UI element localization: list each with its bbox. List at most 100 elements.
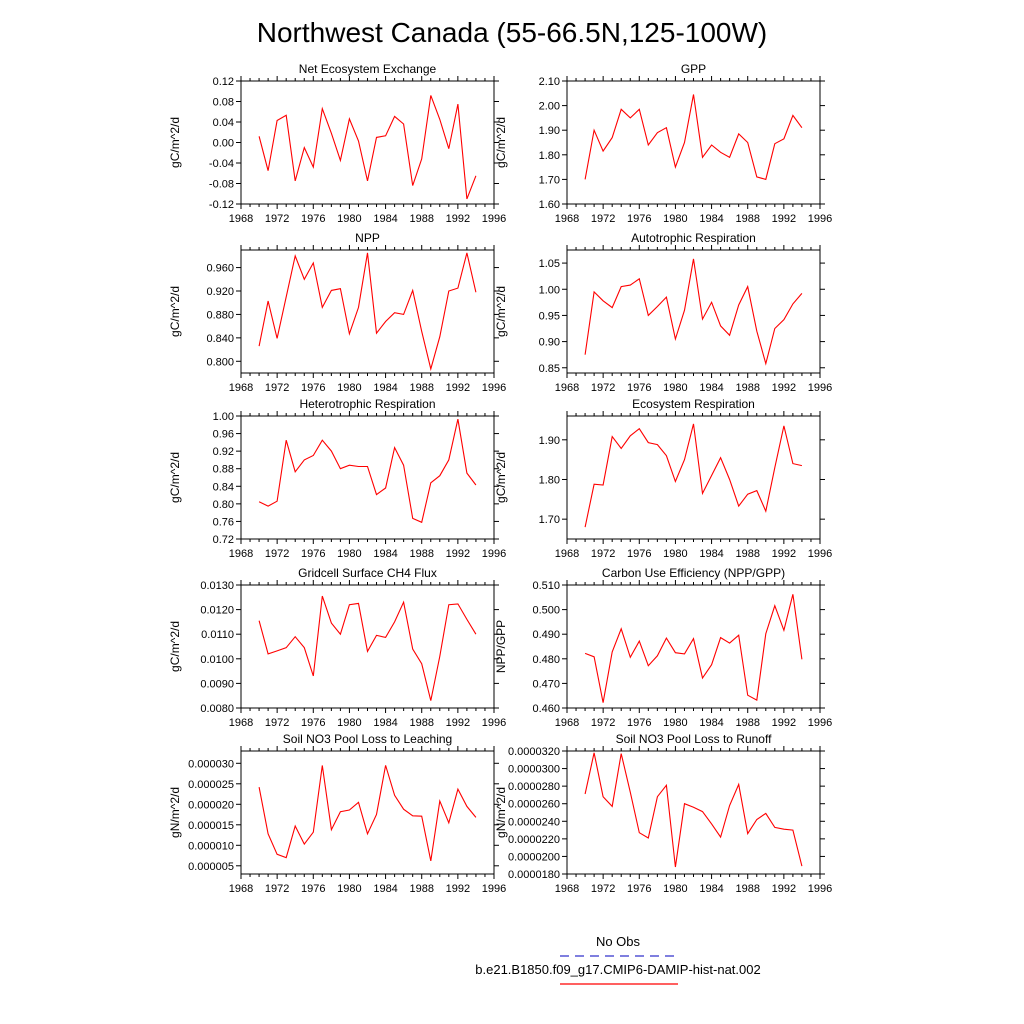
x-tick-label: 1968	[555, 548, 579, 560]
y-tick-label: 2.00	[539, 101, 560, 113]
plot-frame	[240, 249, 495, 374]
y-tick-label: 0.460	[532, 703, 560, 715]
x-tick-label: 1980	[663, 382, 687, 394]
x-tick-label: 1984	[373, 717, 397, 729]
y-tick-label: 0.0120	[200, 605, 234, 617]
y-tick-label: 0.0110	[201, 629, 234, 641]
x-tick-label: 1968	[555, 717, 579, 729]
x-tick-label: 1996	[808, 883, 832, 895]
x-tick-label: 1976	[301, 883, 325, 895]
chart-panel: Net Ecosystem Exchange 1968 1972 1976 1980 19…	[168, 62, 506, 225]
x-tick-label: 1980	[663, 548, 687, 560]
x-tick-label: 1980	[337, 213, 361, 225]
x-tick-label: 1984	[699, 548, 723, 560]
y-tick-label: 0.000020	[188, 799, 234, 811]
y-tick-label: 2.10	[539, 76, 560, 88]
y-tick-label: 0.500	[532, 605, 560, 617]
chart-panel: Ecosystem Respiration 1968 1972 1976 1980 198…	[494, 397, 832, 560]
y-tick-label: 0.72	[213, 534, 234, 546]
x-tick-label: 1996	[482, 883, 506, 895]
y-tick-label: 1.90	[539, 125, 560, 137]
y-tick-label: 1.90	[539, 435, 560, 447]
y-axis-label: gC/m^2/d	[168, 286, 182, 337]
chart-panel: Heterotrophic Respiration 1968 1972 1976 198…	[168, 397, 506, 560]
y-tick-label: 0.96	[213, 429, 234, 441]
y-tick-label: 0.960	[206, 263, 234, 275]
x-tick-label: 1976	[301, 382, 325, 394]
y-tick-label: 0.84	[213, 481, 234, 493]
y-axis-label: gN/m^2/d	[168, 787, 182, 838]
x-tick-label: 1988	[735, 717, 759, 729]
x-tick-label: 1996	[482, 213, 506, 225]
y-tick-label: 0.12	[213, 76, 234, 88]
x-tick-label: 1968	[229, 717, 253, 729]
x-tick-label: 1992	[446, 883, 470, 895]
y-axis-label: NPP/GPP	[494, 620, 508, 673]
x-tick-label: 1972	[591, 213, 615, 225]
x-tick-label: 1972	[265, 213, 289, 225]
x-tick-label: 1980	[663, 213, 687, 225]
x-tick-label: 1976	[301, 548, 325, 560]
chart-title: Gridcell Surface CH4 Flux	[298, 566, 437, 580]
x-tick-label: 1980	[663, 883, 687, 895]
x-tick-label: 1972	[591, 883, 615, 895]
y-axis-label: gC/m^2/d	[494, 452, 508, 503]
plot-frame	[240, 80, 495, 205]
y-tick-label: 0.840	[206, 333, 234, 345]
x-tick-label: 1996	[482, 717, 506, 729]
x-tick-label: 1980	[663, 717, 687, 729]
y-tick-label: 1.80	[539, 474, 560, 486]
y-tick-label: 0.95	[539, 310, 560, 322]
y-axis-label: gC/m^2/d	[494, 286, 508, 337]
series-line	[258, 595, 477, 701]
x-tick-label: 1984	[699, 883, 723, 895]
x-tick-label: 1984	[699, 213, 723, 225]
x-tick-label: 1992	[772, 213, 796, 225]
x-tick-label: 1988	[735, 883, 759, 895]
chart-title: Soil NO3 Pool Loss to Leaching	[283, 732, 452, 746]
y-tick-label: 0.80	[213, 499, 234, 511]
plot-frame	[566, 750, 821, 875]
y-tick-label: 0.0000300	[508, 764, 560, 776]
y-tick-label: 1.60	[539, 199, 560, 211]
x-tick-label: 1992	[772, 382, 796, 394]
y-tick-label: 0.0000220	[508, 834, 560, 846]
x-tick-label: 1992	[772, 883, 796, 895]
y-tick-label: 1.00	[213, 411, 234, 423]
y-tick-label: 1.80	[539, 150, 560, 162]
series-line	[258, 418, 477, 524]
series-line	[258, 765, 477, 862]
x-tick-label: 1976	[301, 717, 325, 729]
y-tick-label: 1.70	[539, 174, 560, 186]
x-tick-label: 1976	[627, 382, 651, 394]
x-tick-label: 1992	[446, 548, 470, 560]
y-tick-label: 0.0000180	[508, 869, 560, 881]
y-tick-label: -0.08	[209, 179, 234, 191]
x-tick-label: 1992	[772, 548, 796, 560]
y-tick-label: 0.85	[539, 363, 560, 375]
y-tick-label: 0.490	[532, 629, 560, 641]
y-tick-label: 1.05	[539, 258, 560, 270]
x-tick-label: 1968	[229, 213, 253, 225]
x-tick-label: 1976	[627, 717, 651, 729]
x-tick-label: 1984	[373, 382, 397, 394]
x-tick-label: 1988	[735, 382, 759, 394]
x-tick-label: 1976	[627, 883, 651, 895]
y-tick-label: 1.70	[539, 514, 560, 526]
chart-title: NPP	[355, 231, 380, 245]
y-tick-label: 0.00	[213, 138, 234, 150]
y-tick-label: 0.880	[206, 309, 234, 321]
y-tick-label: -0.12	[209, 199, 234, 211]
y-tick-label: 0.000005	[188, 861, 234, 873]
y-axis-label: gC/m^2/d	[168, 452, 182, 503]
x-tick-label: 1988	[409, 213, 433, 225]
chart-title: GPP	[681, 62, 706, 76]
y-tick-label: 0.510	[532, 580, 560, 592]
x-tick-label: 1968	[229, 382, 253, 394]
y-tick-label: 0.800	[206, 356, 234, 368]
x-tick-label: 1996	[808, 717, 832, 729]
y-axis-label: gC/m^2/d	[168, 117, 182, 168]
x-tick-label: 1992	[772, 717, 796, 729]
x-tick-label: 1984	[373, 213, 397, 225]
